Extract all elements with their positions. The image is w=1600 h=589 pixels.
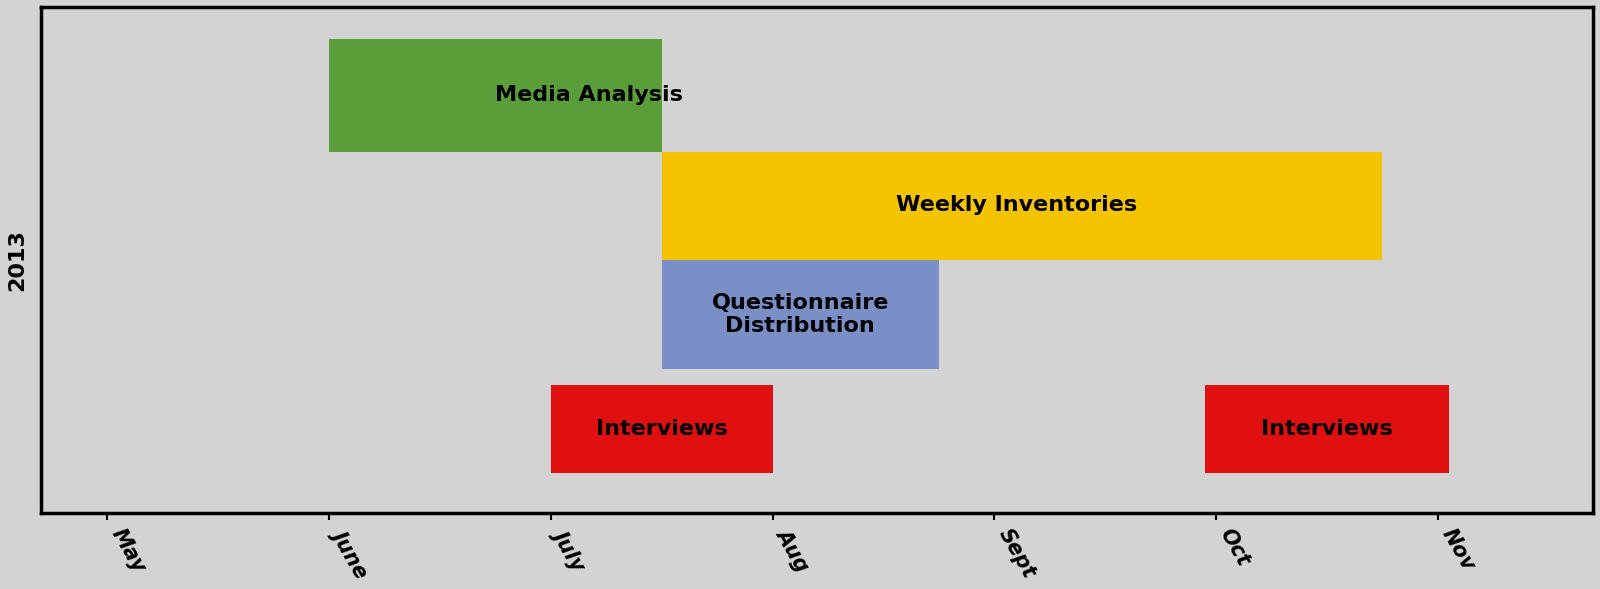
FancyBboxPatch shape (550, 385, 773, 473)
Text: Media Analysis: Media Analysis (496, 85, 683, 105)
FancyBboxPatch shape (662, 151, 1382, 260)
FancyBboxPatch shape (1205, 385, 1450, 473)
Text: Interviews: Interviews (595, 419, 728, 439)
FancyBboxPatch shape (662, 260, 939, 369)
Text: Weekly Inventories: Weekly Inventories (896, 196, 1138, 216)
Text: Questionnaire
Distribution: Questionnaire Distribution (712, 293, 890, 336)
FancyBboxPatch shape (330, 39, 662, 151)
Y-axis label: 2013: 2013 (6, 229, 27, 291)
Text: Interviews: Interviews (1261, 419, 1394, 439)
